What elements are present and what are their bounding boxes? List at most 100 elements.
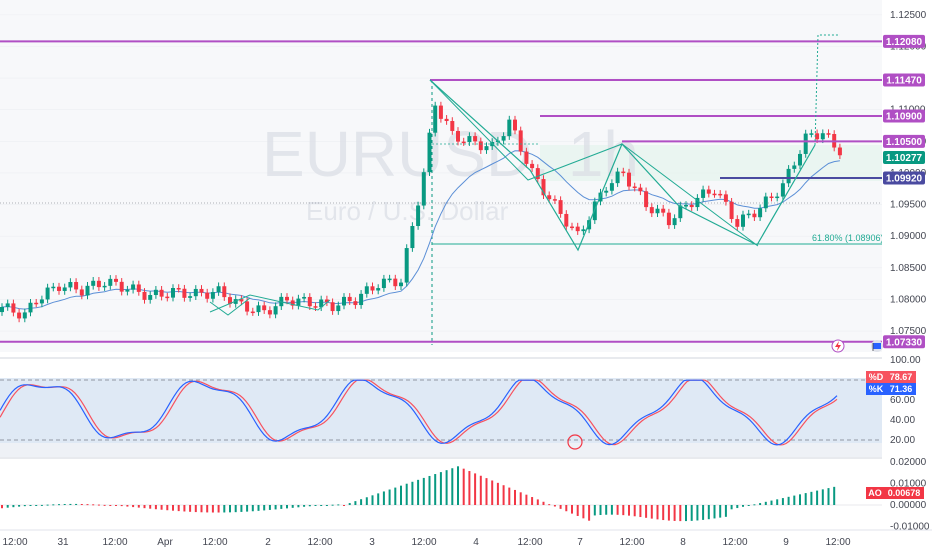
ao-bar xyxy=(6,505,9,508)
ao-bar xyxy=(536,499,539,505)
ao-bar xyxy=(445,470,448,505)
candle-body xyxy=(136,284,141,292)
candle-body xyxy=(34,302,39,305)
candle-body xyxy=(729,201,734,220)
ao-value: 0.00678 xyxy=(888,488,921,498)
ao-bar xyxy=(75,503,78,505)
ao-bar xyxy=(599,505,602,516)
ao-bar xyxy=(616,505,619,515)
time-tick-label: 8 xyxy=(680,537,686,548)
level-tag: 1.12080 xyxy=(883,34,925,48)
candle-body xyxy=(552,199,557,201)
ao-bar xyxy=(685,505,687,522)
ao-bar xyxy=(553,505,556,507)
candle-body xyxy=(376,288,381,291)
candle-body xyxy=(387,278,392,281)
ao-bar xyxy=(491,480,494,505)
level-tag-text: 1.10500 xyxy=(886,137,923,148)
candle-body xyxy=(712,193,717,196)
ao-bar xyxy=(177,505,180,512)
ao-bar xyxy=(428,475,431,505)
ao-bar xyxy=(542,501,545,505)
price-tick-label: 1.07500 xyxy=(890,326,927,337)
candle-body xyxy=(723,194,728,202)
ao-bar xyxy=(724,505,727,517)
candle-body xyxy=(0,306,4,313)
level-tag-text: 1.12080 xyxy=(886,37,923,48)
ao-bar xyxy=(18,505,21,507)
flag-icon[interactable] xyxy=(871,340,883,352)
ao-bar xyxy=(97,504,100,506)
candle-body xyxy=(689,204,694,208)
candle-body xyxy=(450,121,455,131)
ao-bar xyxy=(377,493,380,505)
candle-body xyxy=(324,299,329,303)
ao-bar xyxy=(576,505,579,516)
ao-bar xyxy=(23,505,26,507)
stoch-d-value: 78.67 xyxy=(890,372,913,382)
ao-bar xyxy=(502,485,505,505)
candle-body xyxy=(256,305,261,313)
time-tick-label: 12:00 xyxy=(411,537,436,548)
ao-bar xyxy=(137,505,140,508)
stoch-lower-bg xyxy=(0,443,882,457)
ao-bar xyxy=(781,498,784,505)
ao-bar xyxy=(149,505,152,509)
candle-body xyxy=(102,285,107,288)
ao-bar xyxy=(257,505,260,511)
lightning-icon[interactable] xyxy=(831,339,845,353)
candle-body xyxy=(57,286,61,291)
candle-body xyxy=(672,218,677,226)
ao-bar xyxy=(223,505,226,513)
ao-bar xyxy=(485,478,488,505)
candle-body xyxy=(148,295,153,300)
level-tag: 1.10500 xyxy=(883,134,925,148)
candle-body xyxy=(171,288,175,298)
ao-bar xyxy=(382,491,385,505)
candle-body xyxy=(182,288,187,298)
small-pattern-line xyxy=(209,294,331,313)
price-tick-label: 1.12500 xyxy=(890,10,927,21)
candle-body xyxy=(285,296,289,301)
candle-body xyxy=(644,191,649,208)
ao-bar xyxy=(514,489,516,505)
stoch-tick-label: 40.00 xyxy=(890,415,915,426)
time-tick-label: 2 xyxy=(265,537,271,548)
candle-body xyxy=(473,136,478,142)
candle-body xyxy=(461,141,466,144)
time-axis-panel[interactable] xyxy=(0,530,932,550)
ao-bar xyxy=(747,505,750,506)
ao-bar xyxy=(211,505,214,513)
stoch-k-label: %K xyxy=(869,384,884,394)
candle-body xyxy=(478,141,483,151)
ao-bar xyxy=(605,505,608,515)
ao-bar xyxy=(667,505,670,521)
ao-bar xyxy=(183,505,186,512)
ao-bar xyxy=(388,489,391,505)
price-axis-panel[interactable] xyxy=(882,0,932,550)
candle-body xyxy=(250,311,255,314)
ao-bar xyxy=(69,503,72,505)
ao-bar xyxy=(793,495,796,505)
candle-body xyxy=(575,226,580,232)
candle-body xyxy=(342,296,346,306)
candle-body xyxy=(119,281,124,292)
candle-body xyxy=(484,146,489,151)
candle-body xyxy=(421,172,426,206)
candle-body xyxy=(615,171,620,184)
ao-bar xyxy=(753,504,756,506)
ao-bar xyxy=(417,479,420,505)
candle-body xyxy=(809,133,814,135)
level-tag-text: 1.10900 xyxy=(886,112,923,123)
price-tick-label: 1.08000 xyxy=(890,294,927,305)
candle-body xyxy=(273,306,278,315)
ao-bar xyxy=(103,504,106,506)
stoch-d-tag: %D 78.67 xyxy=(866,371,916,383)
ao-bar xyxy=(810,491,813,505)
level-tag: 1.11470 xyxy=(883,73,925,87)
candle-body xyxy=(228,297,232,304)
ao-bar xyxy=(582,505,585,519)
ao-bar xyxy=(588,505,591,521)
price-level-tags: 1.12080 1.11470 1.10900 1.10500 1.09920 1.073… xyxy=(883,34,925,349)
